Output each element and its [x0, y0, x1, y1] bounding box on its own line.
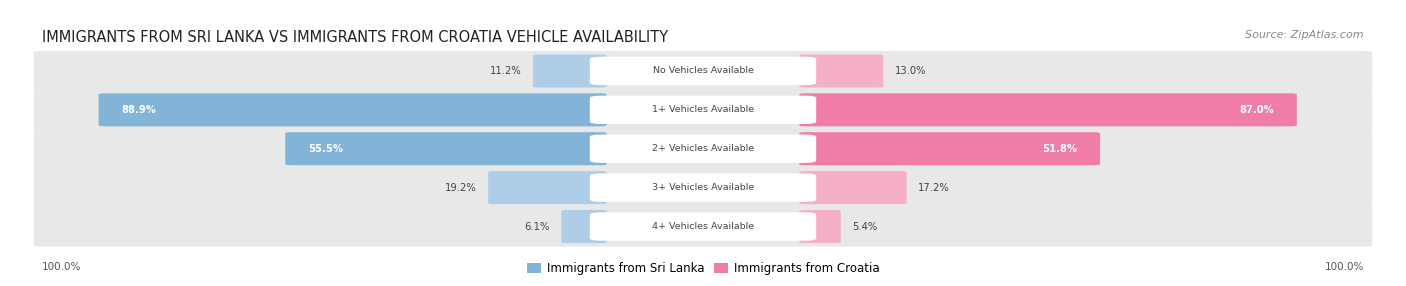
Text: 19.2%: 19.2% [446, 183, 477, 192]
FancyBboxPatch shape [591, 57, 815, 85]
FancyBboxPatch shape [533, 54, 607, 88]
Text: 88.9%: 88.9% [121, 105, 156, 115]
FancyBboxPatch shape [34, 51, 1372, 91]
Text: 4+ Vehicles Available: 4+ Vehicles Available [652, 222, 754, 231]
FancyBboxPatch shape [799, 93, 1296, 126]
Text: 100.0%: 100.0% [42, 263, 82, 272]
FancyBboxPatch shape [34, 168, 1372, 208]
FancyBboxPatch shape [591, 212, 815, 241]
Text: No Vehicles Available: No Vehicles Available [652, 66, 754, 76]
FancyBboxPatch shape [561, 210, 607, 243]
FancyBboxPatch shape [98, 93, 607, 126]
FancyBboxPatch shape [285, 132, 607, 165]
Text: 100.0%: 100.0% [1324, 263, 1364, 272]
FancyBboxPatch shape [799, 132, 1099, 165]
Legend: Immigrants from Sri Lanka, Immigrants from Croatia: Immigrants from Sri Lanka, Immigrants fr… [522, 258, 884, 280]
Text: 3+ Vehicles Available: 3+ Vehicles Available [652, 183, 754, 192]
Text: 55.5%: 55.5% [308, 144, 343, 154]
FancyBboxPatch shape [34, 206, 1372, 247]
Text: 51.8%: 51.8% [1042, 144, 1077, 154]
Text: Source: ZipAtlas.com: Source: ZipAtlas.com [1246, 30, 1364, 40]
FancyBboxPatch shape [34, 129, 1372, 169]
Text: 1+ Vehicles Available: 1+ Vehicles Available [652, 105, 754, 114]
FancyBboxPatch shape [591, 96, 815, 124]
FancyBboxPatch shape [488, 171, 607, 204]
FancyBboxPatch shape [799, 54, 883, 88]
FancyBboxPatch shape [799, 210, 841, 243]
FancyBboxPatch shape [799, 171, 907, 204]
Text: 5.4%: 5.4% [852, 222, 877, 231]
Text: 6.1%: 6.1% [524, 222, 550, 231]
Text: IMMIGRANTS FROM SRI LANKA VS IMMIGRANTS FROM CROATIA VEHICLE AVAILABILITY: IMMIGRANTS FROM SRI LANKA VS IMMIGRANTS … [42, 30, 668, 45]
Text: 2+ Vehicles Available: 2+ Vehicles Available [652, 144, 754, 153]
Text: 17.2%: 17.2% [918, 183, 949, 192]
FancyBboxPatch shape [591, 134, 815, 163]
Text: 11.2%: 11.2% [489, 66, 522, 76]
Text: 13.0%: 13.0% [894, 66, 927, 76]
FancyBboxPatch shape [34, 90, 1372, 130]
FancyBboxPatch shape [591, 173, 815, 202]
Text: 87.0%: 87.0% [1240, 105, 1274, 115]
